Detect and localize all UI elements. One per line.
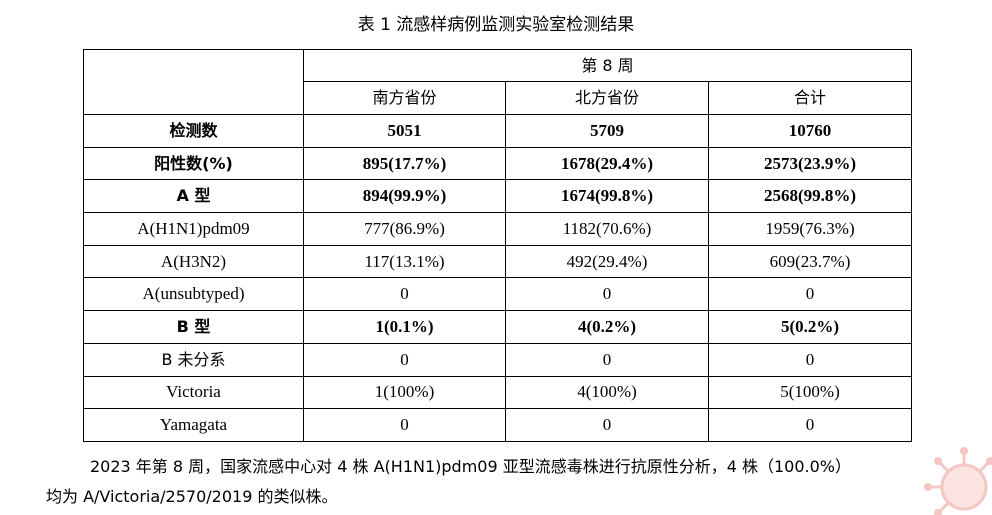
row-label: 检测数	[83, 114, 304, 148]
table-cell: 777(86.9%)	[303, 212, 506, 246]
table-row: A(unsubtyped) 0 0 0	[83, 277, 913, 312]
table-cell: 1(0.1%)	[303, 310, 506, 344]
table-cell: 0	[505, 342, 709, 377]
table-row: A(H1N1)pdm09 777(86.9%) 1182(70.6%) 1959…	[83, 212, 913, 246]
table-cell: 895(17.7%)	[303, 146, 506, 181]
table-cell: 0	[303, 277, 506, 312]
table-cell: 2573(23.9%)	[707, 146, 913, 181]
table-cell: 0	[505, 277, 709, 312]
table-cell: 2568(99.8%)	[707, 179, 913, 214]
table-cell: 1182(70.6%)	[505, 212, 709, 246]
virus-watermark-icon	[924, 447, 992, 515]
row-label: A(H3N2)	[83, 244, 304, 279]
table-cell: 0	[303, 408, 506, 442]
table-cell: 0	[505, 408, 709, 442]
table-cell: 1959(76.3%)	[707, 212, 913, 246]
table-cell: 5709	[505, 114, 709, 148]
row-label: 阳性数(%)	[83, 146, 304, 181]
lab-results-table: 第 8 周 南方省份 北方省份 合计 检测数 5051 5709 10760 阳…	[83, 49, 913, 442]
footnote-line-2: 均为 A/Victoria/2570/2019 的类似株。	[46, 487, 338, 506]
table-cell: 5051	[303, 114, 506, 148]
column-header-south: 南方省份	[303, 81, 506, 115]
table-row: Yamagata 0 0 0	[83, 408, 913, 442]
column-header-north: 北方省份	[505, 81, 709, 115]
table-header-row: 第 8 周	[83, 49, 913, 115]
table-title: 表 1 流感样病例监测实验室检测结果	[357, 15, 635, 35]
row-label: B 型	[83, 310, 304, 344]
table-cell: 117(13.1%)	[303, 244, 506, 279]
table-row: B 型 1(0.1%) 4(0.2%) 5(0.2%)	[83, 310, 913, 344]
corner-cell	[83, 49, 304, 115]
table-row: A 型 894(99.9%) 1674(99.8%) 2568(99.8%)	[83, 179, 913, 214]
table-row: 检测数 5051 5709 10760	[83, 114, 913, 148]
row-label: A 型	[83, 179, 304, 214]
table-subheader-row: 南方省份 北方省份 合计	[84, 81, 913, 115]
table-cell: 894(99.9%)	[303, 179, 506, 214]
table-cell: 5(100%)	[707, 375, 913, 410]
table-cell: 609(23.7%)	[707, 244, 913, 279]
table-cell: 1(100%)	[303, 375, 506, 410]
table-cell: 0	[707, 408, 913, 442]
table-row: Victoria 1(100%) 4(100%) 5(100%)	[83, 375, 913, 410]
table-cell: 10760	[707, 114, 913, 148]
table-cell: 492(29.4%)	[505, 244, 709, 279]
week-header: 第 8 周	[302, 49, 913, 82]
table-cell: 0	[707, 277, 913, 312]
row-label: Victoria	[83, 375, 304, 410]
table-row: 阳性数(%) 895(17.7%) 1678(29.4%) 2573(23.9%…	[83, 146, 913, 181]
table-cell: 1678(29.4%)	[505, 146, 709, 181]
row-label: Yamagata	[83, 408, 304, 442]
table-row: B 未分系 0 0 0	[83, 342, 913, 377]
row-label: B 未分系	[83, 342, 304, 377]
row-label: A(H1N1)pdm09	[83, 212, 304, 246]
table-cell: 5(0.2%)	[707, 310, 913, 344]
footnote-line-1: 2023 年第 8 周，国家流感中心对 4 株 A(H1N1)pdm09 亚型流…	[90, 457, 852, 476]
table-row: A(H3N2) 117(13.1%) 492(29.4%) 609(23.7%)	[83, 244, 913, 279]
table-cell: 0	[707, 342, 913, 377]
table-cell: 1674(99.8%)	[505, 179, 709, 214]
table-cell: 4(100%)	[505, 375, 709, 410]
row-label: A(unsubtyped)	[83, 277, 304, 312]
table-cell: 0	[303, 342, 506, 377]
table-cell: 4(0.2%)	[505, 310, 709, 344]
column-header-total: 合计	[707, 81, 913, 115]
